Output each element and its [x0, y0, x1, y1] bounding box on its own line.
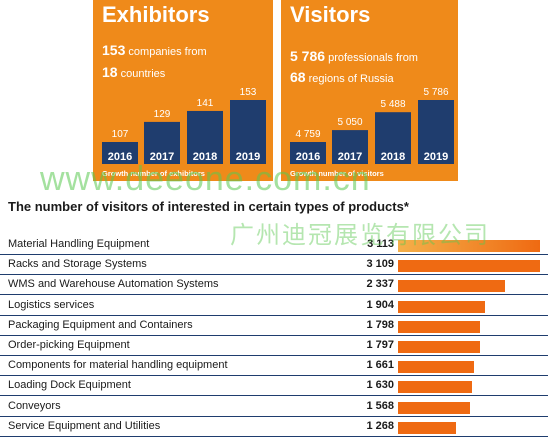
product-value: 3 113: [367, 238, 394, 250]
row-divider: [0, 415, 548, 417]
visitors-year-label: 2018: [381, 151, 405, 163]
visitors-year-label: 2016: [296, 151, 320, 163]
visitors-line2: 68 regions of Russia: [290, 69, 394, 85]
visitors-value-label: 5 050: [337, 117, 362, 128]
exhibitors-value-label: 153: [240, 87, 257, 98]
exhibitors-year-label: 2018: [193, 151, 217, 163]
product-bar: [398, 260, 540, 273]
watermark-cn-text: 广州迪冠展览有限公司: [230, 222, 490, 249]
exhibitors-line2: 18 countries: [102, 64, 165, 80]
exhibitors-title: Exhibitors: [102, 2, 210, 27]
visitors-panel: Visitors 5 786 professionals from 68 reg…: [281, 0, 458, 181]
visitors-bar: [290, 142, 326, 164]
product-value: 1 268: [366, 419, 394, 432]
visitors-line2-text: regions of Russia: [305, 73, 394, 85]
product-label: Service Equipment and Utilities: [8, 419, 161, 432]
visitors-value-label: 5 488: [380, 99, 405, 110]
product-row: WMS and Warehouse Automation Systems 2 33…: [0, 275, 548, 296]
visitors-count: 5 786: [290, 48, 326, 64]
product-label: Racks and Storage Systems: [8, 258, 147, 271]
row-divider: [0, 294, 548, 296]
product-bar: [398, 300, 485, 313]
product-row: Order-picking Equipment 1 797: [0, 336, 548, 356]
product-row: Loading Dock Equipment 1 630: [0, 376, 548, 397]
row-divider: [0, 395, 548, 397]
product-value: 1 661: [366, 359, 394, 372]
product-value: 1 630: [366, 379, 394, 392]
product-row: Logistics services 1 904: [0, 296, 548, 316]
exhibitors-bar: [230, 100, 266, 164]
product-row: Racks and Storage Systems 3 109: [0, 255, 548, 276]
exhibitors-line2-text: countries: [117, 68, 166, 80]
exhibitors-value-label: 129: [154, 109, 171, 120]
product-row: Conveyors 1 568: [0, 397, 548, 417]
product-label: Packaging Equipment and Containers: [8, 318, 193, 331]
product-label: Order-picking Equipment: [8, 339, 130, 351]
product-bar: [398, 381, 473, 394]
visitors-value-label: 5 786: [423, 87, 448, 98]
visitors-year-label: 2017: [338, 151, 362, 163]
visitors-bar: [418, 100, 454, 164]
product-bar: [398, 401, 470, 414]
product-bar: [398, 240, 540, 252]
visitors-title: Visitors: [290, 2, 371, 27]
visitors-year-label: 2019: [424, 151, 448, 163]
product-value: 2 337: [366, 278, 394, 291]
visitors-value-label: 4 759: [295, 129, 320, 140]
product-value: 1 797: [366, 339, 394, 351]
visitors-chart-note: Growth number of visitors: [290, 169, 384, 178]
visitors-line1-text: professionals from: [325, 52, 418, 64]
row-divider: [0, 314, 548, 316]
exhibitors-count: 153: [102, 42, 126, 58]
visitors-bar-chart: 4 759 2016 5 050 2017 5 488 2018 5 786 2019: [290, 87, 454, 164]
row-divider: [0, 274, 548, 276]
exhibitors-year-label: 2019: [236, 151, 260, 163]
visitors-bar: [332, 130, 368, 164]
product-value: 1 568: [366, 399, 394, 412]
product-bar: [398, 421, 456, 434]
product-label: Conveyors: [8, 399, 61, 412]
watermark-text: www.deeone.com.cn: [40, 160, 371, 198]
product-label: Material Handling Equipment: [8, 238, 150, 250]
row-divider: [0, 355, 548, 356]
exhibitors-year-label: 2016: [108, 151, 132, 163]
product-label: Components for material handling equipme…: [8, 359, 228, 372]
product-label: WMS and Warehouse Automation Systems: [8, 278, 219, 291]
row-divider: [0, 254, 548, 255]
product-label: Loading Dock Equipment: [8, 379, 131, 392]
exhibitors-panel: Exhibitors 153 companies from 18 countri…: [93, 0, 273, 181]
exhibitors-bar-chart: 107 2016 129 2017 141 2018 153 2019: [102, 87, 266, 164]
countries-count: 18: [102, 64, 118, 80]
exhibitors-year-label: 2017: [150, 151, 174, 163]
product-bar: [398, 280, 505, 293]
product-bar: [398, 341, 480, 353]
product-bar: [398, 361, 474, 374]
product-value: 1 904: [366, 298, 394, 311]
exhibitors-bar: [102, 142, 138, 164]
product-label: Logistics services: [8, 298, 95, 311]
visitors-line1: 5 786 professionals from: [290, 48, 418, 64]
product-value: 3 109: [366, 258, 394, 271]
row-divider: [0, 435, 548, 437]
exhibitors-bar: [187, 110, 223, 164]
product-row: Packaging Equipment and Containers 1 798: [0, 316, 548, 336]
exhibitors-line1-text: companies from: [125, 46, 207, 58]
product-row: Service Equipment and Utilities 1 268: [0, 417, 548, 437]
exhibitors-line1: 153 companies from: [102, 42, 207, 58]
row-divider: [0, 334, 548, 336]
visitors-bar: [375, 112, 411, 164]
exhibitors-value-label: 141: [197, 98, 214, 109]
product-value: 1 798: [366, 318, 394, 331]
products-heading: The number of visitors of interested in …: [8, 199, 409, 214]
product-row: Components for material handling equipme…: [0, 356, 548, 377]
product-bar: [398, 320, 481, 333]
exhibitors-bar: [144, 121, 180, 164]
regions-count: 68: [290, 69, 306, 85]
exhibitors-chart-note: Growth number of exhibitors: [102, 169, 205, 178]
row-divider: [0, 375, 548, 377]
exhibitors-value-label: 107: [112, 129, 129, 140]
product-row: Material Handling Equipment 3 113: [0, 235, 548, 255]
